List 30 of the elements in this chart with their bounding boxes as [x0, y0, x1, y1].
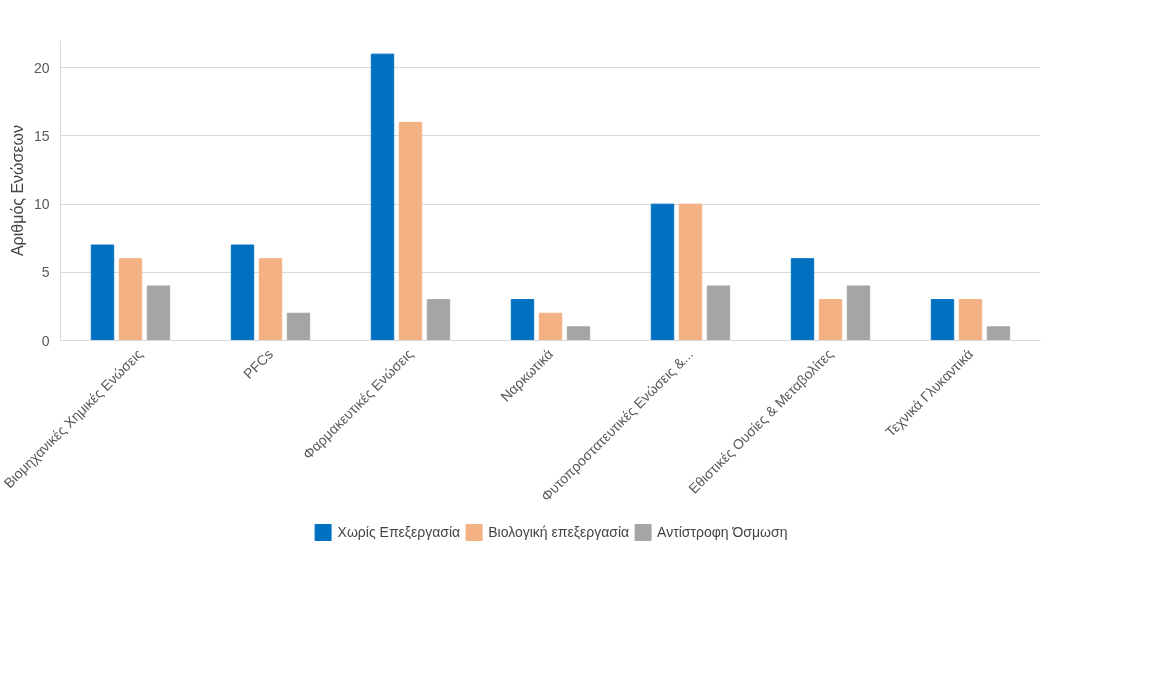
y-tick-label: 15 — [33, 127, 50, 144]
y-tick-label: 20 — [33, 59, 50, 76]
bar — [986, 326, 1011, 341]
bar — [510, 299, 535, 341]
legend-label: Βιολογική επεξεργασία — [488, 524, 630, 540]
bar — [958, 299, 983, 341]
legend-label: Αντίστροφη Όσμωση — [657, 524, 788, 540]
bar — [538, 312, 563, 341]
bar — [370, 53, 395, 341]
bar — [650, 203, 675, 341]
bar — [90, 244, 115, 341]
bar — [426, 299, 451, 341]
y-tick-label: 5 — [41, 264, 50, 281]
y-axis-title: Αριθμός Ενώσεων — [8, 124, 26, 257]
bar — [818, 299, 843, 341]
bar — [286, 312, 311, 341]
bar — [118, 258, 143, 341]
bar — [846, 285, 871, 341]
bar — [230, 244, 255, 341]
bar — [146, 285, 171, 341]
bar — [706, 285, 731, 341]
y-tick-label: 0 — [41, 332, 50, 349]
bar — [398, 121, 423, 341]
y-tick-label: 10 — [33, 196, 50, 213]
bar — [566, 326, 591, 341]
legend-label: Χωρίς Επεξεργασία — [337, 524, 461, 540]
bar — [930, 299, 955, 341]
bar — [790, 258, 815, 341]
bar — [258, 258, 283, 341]
bar — [678, 203, 703, 341]
